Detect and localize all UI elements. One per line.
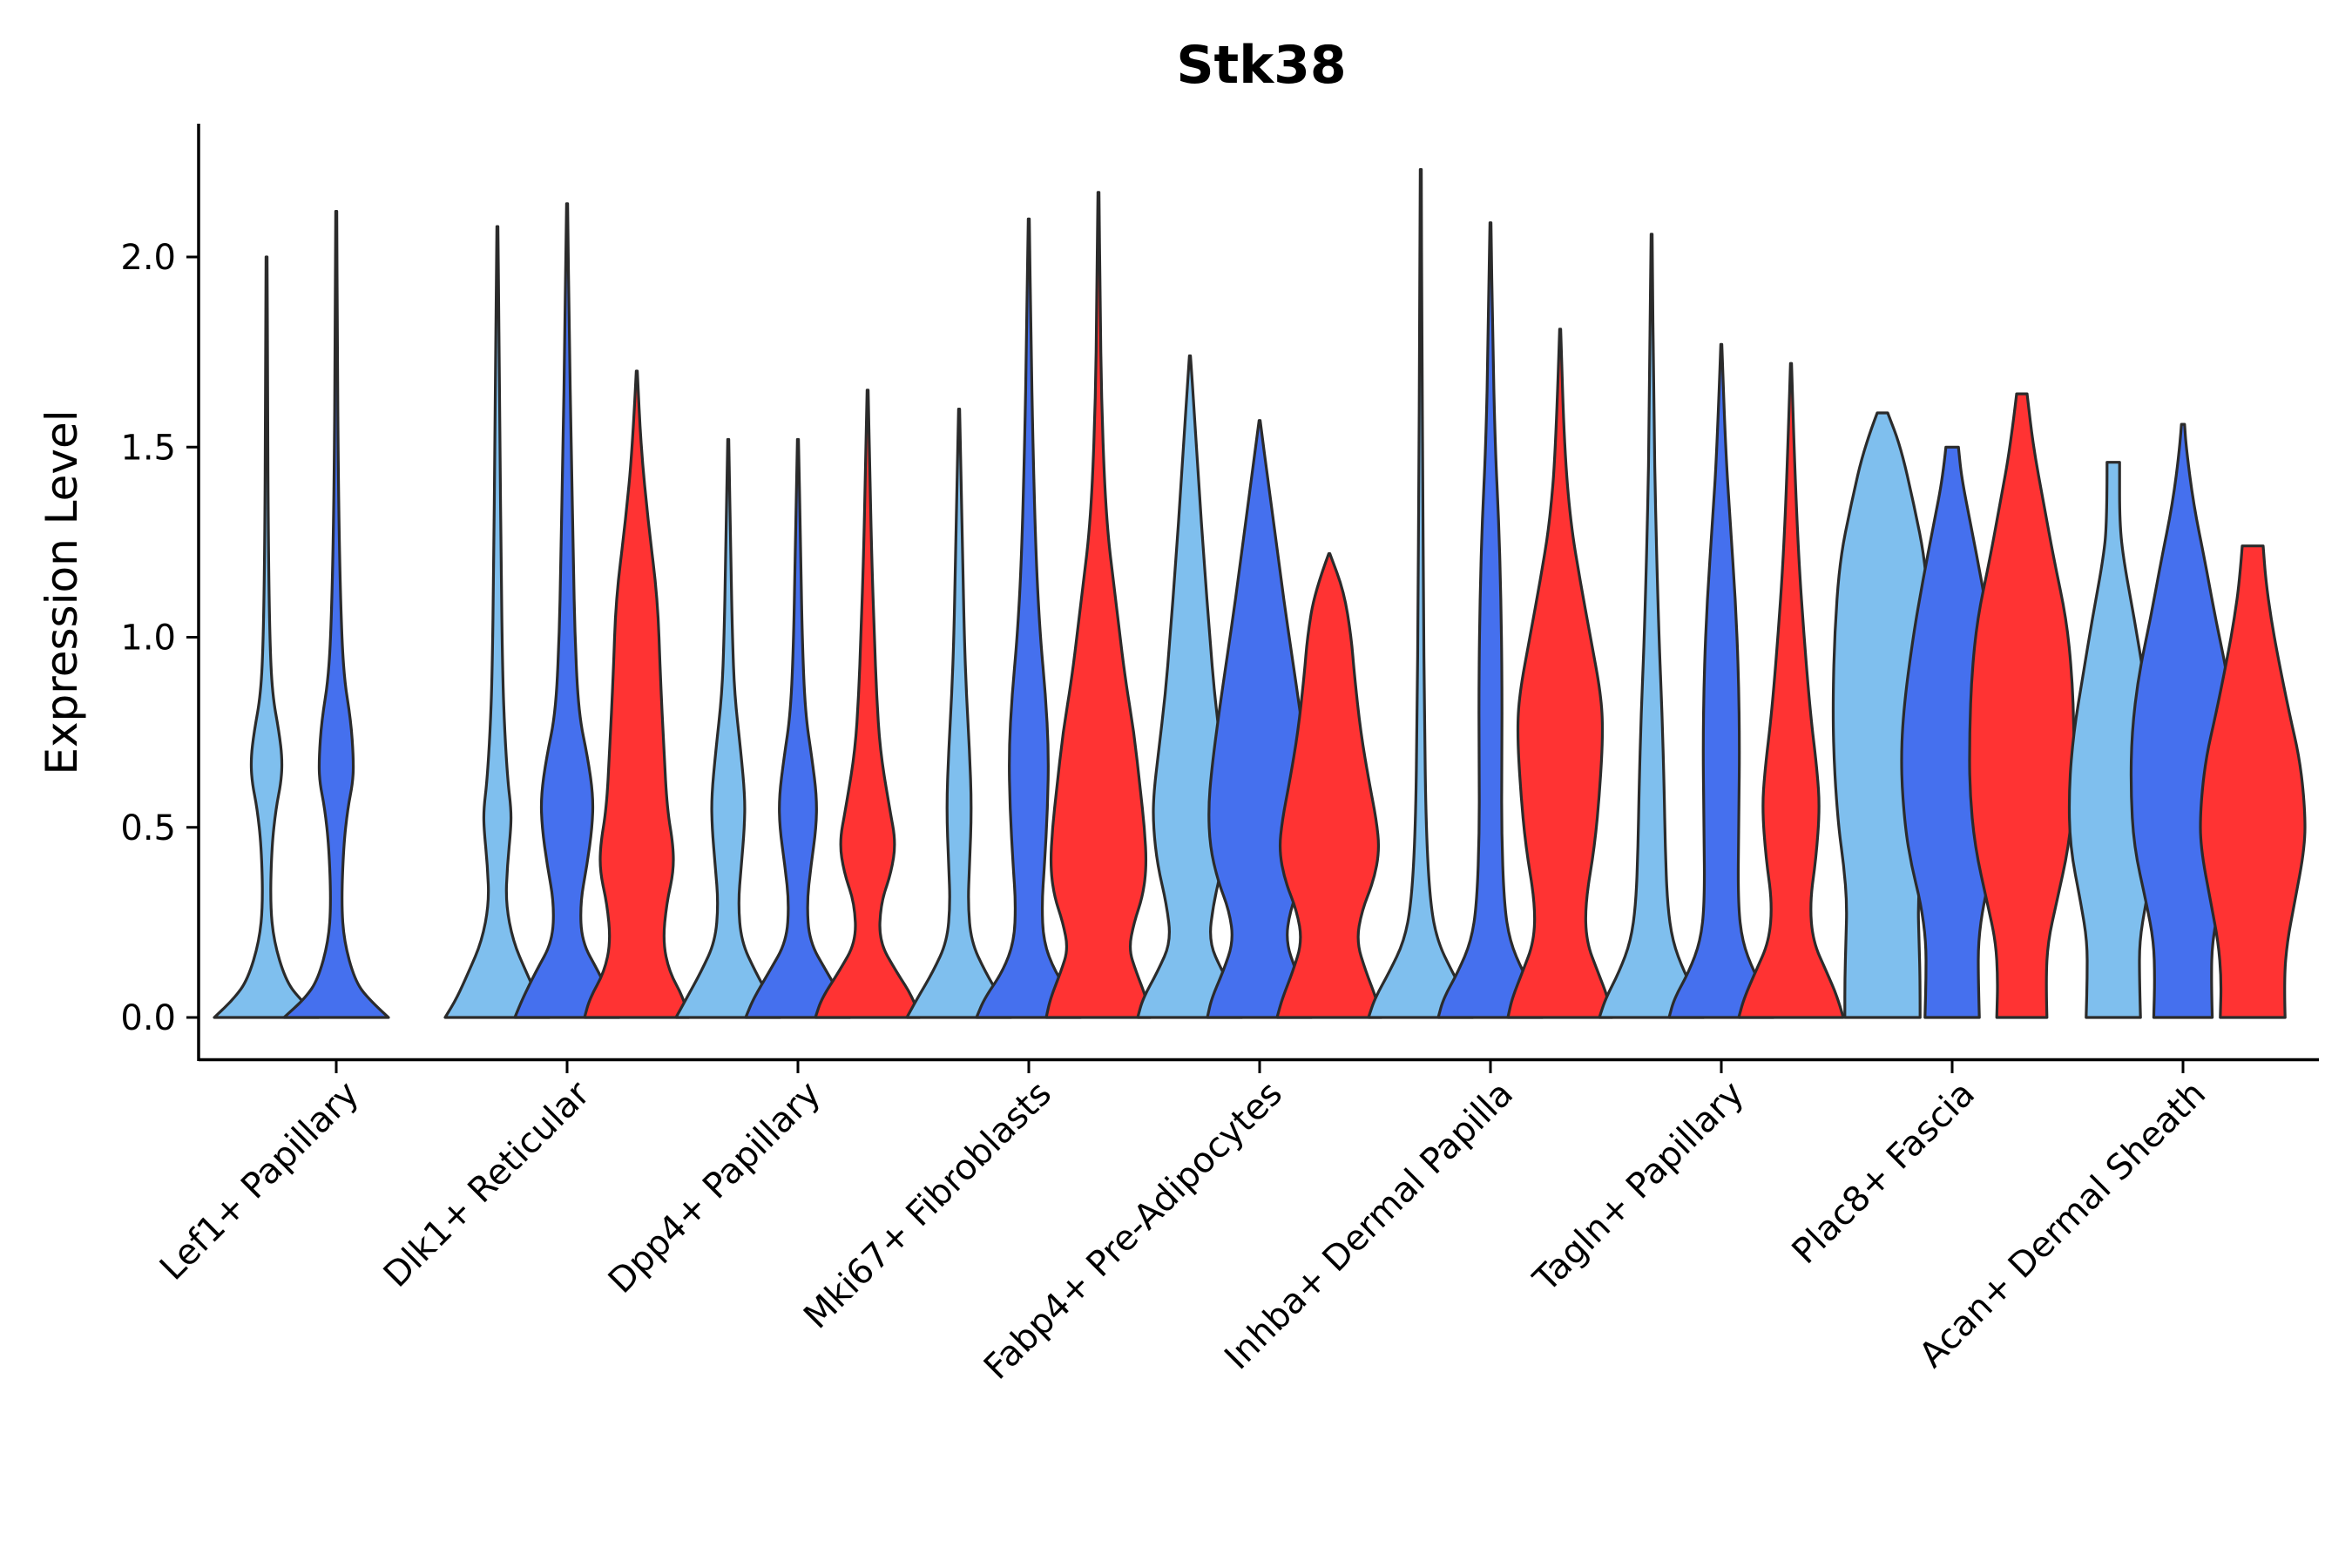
violin — [443, 225, 551, 1019]
violin — [213, 255, 321, 1019]
violin — [1275, 551, 1383, 1019]
violins-layer — [213, 168, 2307, 1019]
x-tick-label: Dlk1+ Reticular — [376, 1073, 598, 1295]
x-tick-label: Plac8+ Fascia — [1785, 1074, 1984, 1273]
violin — [2199, 544, 2307, 1019]
violin — [1044, 191, 1152, 1019]
violin — [1598, 233, 1706, 1019]
violin — [1667, 342, 1775, 1019]
violin — [513, 202, 621, 1019]
y-tick-label: 0.5 — [120, 808, 176, 848]
violin — [1968, 392, 2076, 1019]
violin — [905, 408, 1013, 1019]
violin — [1367, 168, 1475, 1019]
chart-title: Stk38 — [1176, 35, 1346, 96]
violin — [975, 217, 1083, 1019]
violin — [282, 210, 390, 1019]
violin — [1206, 419, 1314, 1019]
y-tick-label: 2.0 — [120, 238, 176, 278]
x-tick-label: Dpp4+ Papillary — [601, 1074, 828, 1301]
x-tick-label: Lef1+ Papillary — [152, 1074, 367, 1288]
x-tick-label: Mki67+ Fibroblasts — [796, 1074, 1059, 1337]
y-ticks: 0.0 0.5 1.0 1.5 2.0 — [120, 238, 199, 1038]
y-tick-label: 1.5 — [120, 428, 176, 468]
violin — [1436, 221, 1544, 1019]
violin — [814, 389, 922, 1019]
x-ticks: Lef1+ Papillary Dlk1+ Reticular Dpp4+ Papi… — [152, 1059, 2213, 1388]
y-tick-label: 0.0 — [120, 998, 176, 1038]
x-tick-label: Tagln+ Papillary — [1525, 1074, 1752, 1301]
violin — [1506, 328, 1614, 1019]
violin — [744, 437, 852, 1019]
violin — [674, 437, 782, 1019]
violin — [1737, 362, 1845, 1019]
y-axis-label: Expression Level — [37, 409, 87, 774]
y-tick-label: 1.0 — [120, 618, 176, 659]
violin — [583, 369, 691, 1019]
